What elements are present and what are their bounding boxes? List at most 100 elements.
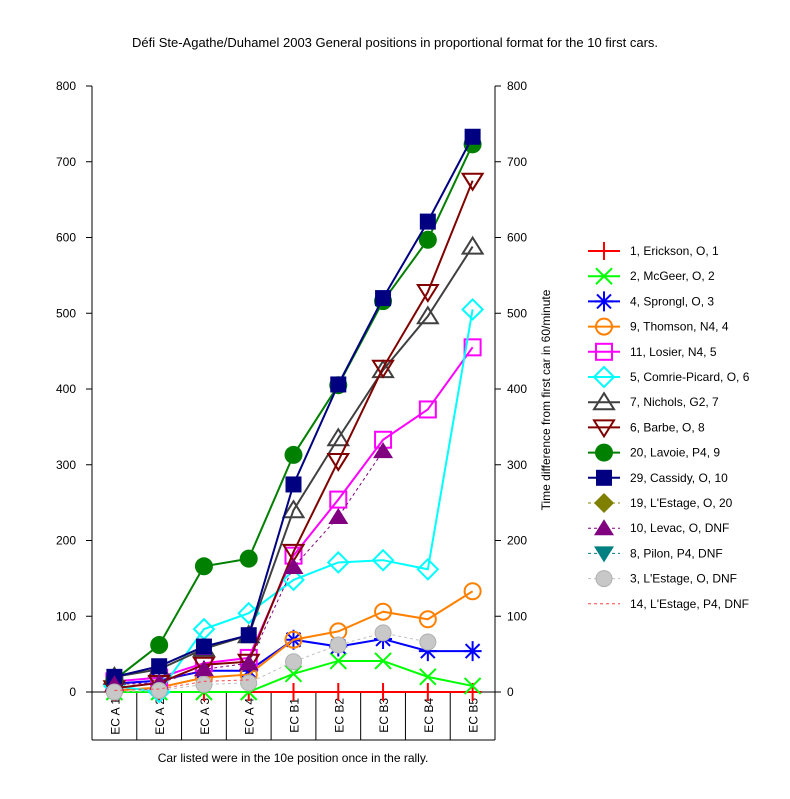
series-9 bbox=[106, 128, 481, 685]
plot-area bbox=[102, 128, 485, 704]
y-tick-label-left: 800 bbox=[56, 79, 76, 93]
data-point bbox=[194, 557, 213, 576]
series-line bbox=[114, 346, 474, 683]
legend-item: 6, Barbe, O, 8 bbox=[588, 419, 705, 439]
data-point bbox=[151, 658, 168, 675]
x-tick-label: EC A 4 bbox=[243, 698, 257, 735]
data-point bbox=[192, 656, 216, 676]
y-tick-label-right: 0 bbox=[507, 685, 514, 699]
legend-item: 19, L'Estage, O, 20 bbox=[588, 493, 733, 513]
data-point bbox=[282, 568, 305, 592]
data-point bbox=[284, 665, 303, 683]
data-point bbox=[374, 624, 392, 642]
x-tick-label: EC B4 bbox=[422, 698, 436, 733]
axes: 0 0 100 100 200 200 300 300 400 400 500 500 600 600 70… bbox=[56, 79, 527, 741]
data-point bbox=[375, 290, 392, 307]
data-point bbox=[416, 305, 440, 325]
data-point bbox=[463, 582, 482, 601]
data-point bbox=[418, 400, 437, 419]
legend-marker bbox=[595, 342, 613, 361]
data-point bbox=[326, 427, 351, 447]
data-point bbox=[284, 445, 303, 464]
legend-marker bbox=[595, 291, 613, 312]
y-tick-label-right: 300 bbox=[507, 458, 527, 472]
legend-label: 1, Erickson, O, 1 bbox=[630, 244, 719, 258]
legend-item: 5, Comrie-Picard, O, 6 bbox=[588, 365, 750, 389]
data-point bbox=[281, 499, 306, 519]
series-13 bbox=[105, 624, 437, 701]
legend-marker bbox=[594, 519, 614, 536]
legend-label: 9, Thomson, N4, 4 bbox=[630, 320, 729, 334]
data-point bbox=[464, 128, 481, 145]
legend-marker bbox=[595, 242, 613, 260]
legend-item: 14, L'Estage, P4, DNF bbox=[588, 597, 749, 611]
data-point bbox=[374, 602, 393, 621]
legend-label: 19, L'Estage, O, 20 bbox=[630, 496, 733, 510]
x-axis-label: Car listed were in the 10e position once… bbox=[158, 751, 429, 765]
legend-marker bbox=[592, 365, 616, 389]
legend-item: 11, Losier, N4, 5 bbox=[588, 342, 717, 361]
data-point bbox=[371, 359, 395, 379]
x-tick-label: EC B5 bbox=[467, 698, 481, 733]
data-point bbox=[105, 683, 123, 701]
y-tick-label-left: 700 bbox=[56, 155, 76, 169]
series-line bbox=[114, 309, 474, 694]
chart-title: Défi Ste-Agathe/Duhamel 2003 General pos… bbox=[132, 35, 658, 50]
y-tick-label-left: 300 bbox=[56, 458, 76, 472]
data-point bbox=[460, 235, 485, 255]
legend-label: 5, Comrie-Picard, O, 6 bbox=[630, 370, 750, 384]
legend-marker bbox=[592, 391, 616, 411]
legend-marker bbox=[595, 443, 613, 462]
y-tick-label-left: 400 bbox=[56, 382, 76, 396]
y-tick-label-right: 200 bbox=[507, 534, 527, 548]
x-tick-label: EC A 2 bbox=[153, 698, 167, 735]
legend-label: 14, L'Estage, P4, DNF bbox=[630, 597, 749, 611]
y-tick-label-left: 100 bbox=[56, 609, 76, 623]
data-point bbox=[329, 636, 347, 654]
data-point bbox=[195, 638, 212, 655]
data-point bbox=[193, 660, 214, 677]
y-tick-label-right: 400 bbox=[507, 382, 527, 396]
data-point bbox=[329, 652, 347, 670]
legend-marker bbox=[595, 267, 613, 285]
y-tick-label-left: 200 bbox=[56, 534, 76, 548]
data-point bbox=[419, 633, 437, 651]
legend-item: 8, Pilon, P4, DNF bbox=[588, 546, 723, 563]
data-point bbox=[463, 338, 482, 357]
data-point bbox=[330, 376, 347, 393]
data-point bbox=[285, 653, 302, 671]
data-point bbox=[463, 677, 482, 695]
y-axis-label-right: Time difference from first car in 60/min… bbox=[539, 289, 553, 510]
legend-label: 20, Lavoie, P4, 9 bbox=[630, 446, 720, 460]
data-point bbox=[283, 558, 304, 575]
data-point bbox=[419, 668, 437, 686]
y-tick-label-right: 600 bbox=[507, 231, 527, 245]
legend-marker bbox=[595, 317, 613, 336]
legend-marker bbox=[592, 419, 616, 439]
x-tick-label: EC B1 bbox=[288, 698, 302, 733]
data-point bbox=[418, 683, 437, 701]
legend-item: 1, Erickson, O, 1 bbox=[588, 242, 719, 260]
legend-label: 8, Pilon, P4, DNF bbox=[630, 546, 723, 560]
legend: 1, Erickson, O, 1 2, McGeer, O, 2 4, Spron… bbox=[588, 242, 750, 611]
legend-marker bbox=[595, 570, 613, 588]
legend-item: 2, McGeer, O, 2 bbox=[588, 267, 715, 285]
series-line bbox=[114, 246, 474, 678]
legend-item: 10, Levac, O, DNF bbox=[588, 519, 729, 536]
data-point bbox=[329, 683, 348, 701]
data-point bbox=[374, 652, 392, 670]
data-point bbox=[326, 452, 351, 472]
data-point bbox=[150, 681, 168, 699]
data-point bbox=[284, 683, 303, 701]
legend-label: 3, L'Estage, O, DNF bbox=[630, 572, 737, 586]
legend-label: 4, Sprongl, O, 3 bbox=[630, 294, 714, 308]
series-line bbox=[114, 590, 474, 692]
data-point bbox=[150, 636, 169, 655]
y-tick-label-left: 600 bbox=[56, 231, 76, 245]
data-point bbox=[374, 683, 393, 701]
y-tick-label-left: 500 bbox=[56, 306, 76, 320]
y-tick-label-right: 100 bbox=[507, 609, 527, 623]
legend-item: 29, Cassidy, O, 10 bbox=[588, 469, 728, 486]
legend-label: 11, Losier, N4, 5 bbox=[630, 345, 717, 359]
